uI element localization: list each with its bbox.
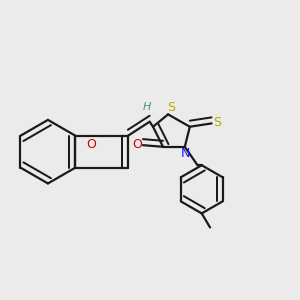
Text: O: O [86, 138, 96, 151]
Text: N: N [181, 147, 190, 160]
Text: H: H [143, 102, 151, 112]
Text: S: S [167, 101, 175, 114]
Text: O: O [132, 138, 142, 151]
Text: S: S [214, 116, 222, 129]
